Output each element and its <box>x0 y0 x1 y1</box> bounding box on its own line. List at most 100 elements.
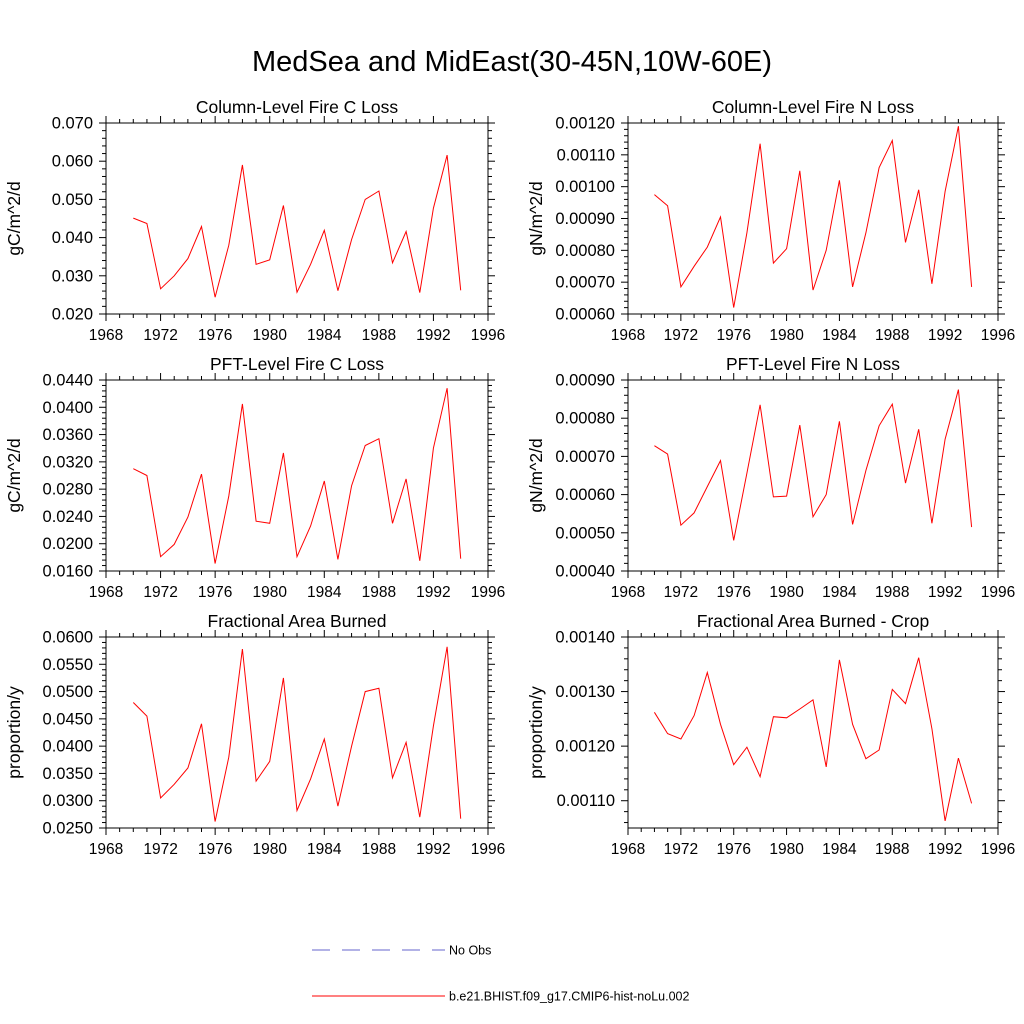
series-line <box>133 388 462 564</box>
y-tick-label: 0.00090 <box>555 210 615 228</box>
x-tick-label: 1976 <box>716 584 750 601</box>
y-tick-label: 0.050 <box>52 191 93 209</box>
y-tick-label: 0.0400 <box>43 738 93 756</box>
y-tick-label: 0.00090 <box>555 372 615 390</box>
panel-title: Column-Level Fire N Loss <box>712 97 915 117</box>
x-tick-label: 1980 <box>769 841 804 858</box>
x-tick-label: 1988 <box>362 327 396 344</box>
x-tick-label: 1996 <box>471 584 505 601</box>
x-tick-label: 1992 <box>416 584 450 601</box>
x-tick-label: 1992 <box>416 327 450 344</box>
y-tick-label: 0.0450 <box>43 710 93 728</box>
panels-group: 1968 1972 1976 1980 1984 1988 1992 1996 0.020 0.0… <box>4 97 1015 858</box>
y-tick-label: 0.00110 <box>557 792 615 810</box>
y-tick-label: 0.00140 <box>555 629 615 647</box>
chart-panel-4: 1968 1972 1976 1980 1984 1988 1992 1996 0.00040 0… <box>526 354 1015 601</box>
x-tick-label: 1968 <box>89 327 123 344</box>
y-tick-label: 0.0240 <box>43 508 93 526</box>
x-tick-label: 1984 <box>307 584 342 601</box>
x-tick-label: 1972 <box>143 584 177 601</box>
chart-panel-3: 1968 1972 1976 1980 1984 1988 1992 1996 0.0160 0.… <box>4 354 505 601</box>
y-tick-label: 0.0600 <box>43 629 93 647</box>
x-tick-label: 1980 <box>252 841 287 858</box>
panel-title: Column-Level Fire C Loss <box>196 97 399 117</box>
series-line <box>653 657 973 822</box>
x-tick-label: 1996 <box>981 327 1015 344</box>
x-tick-label: 1968 <box>611 584 645 601</box>
panel-title: PFT-Level Fire N Loss <box>726 354 900 374</box>
y-tick-label: 0.00120 <box>555 115 615 133</box>
y-tick-label: 0.0280 <box>43 481 93 499</box>
x-tick-label: 1980 <box>252 584 287 601</box>
chart-panel-5: 1968 1972 1976 1980 1984 1988 1992 1996 0.0250 0.… <box>4 611 505 858</box>
series-line <box>654 389 973 541</box>
x-tick-label: 1972 <box>143 327 177 344</box>
x-tick-label: 1988 <box>362 841 396 858</box>
x-tick-label: 1968 <box>611 327 645 344</box>
x-tick-label: 1988 <box>362 584 396 601</box>
x-tick-label: 1976 <box>716 841 750 858</box>
x-tick-label: 1976 <box>198 841 232 858</box>
x-tick-label: 1996 <box>471 841 505 858</box>
plot-frame <box>105 636 489 829</box>
y-tick-label: 0.0250 <box>43 820 93 838</box>
x-tick-label: 1968 <box>89 584 123 601</box>
y-tick-label: 0.0320 <box>43 453 93 471</box>
y-tick-label: 0.00120 <box>555 738 615 756</box>
y-tick-label: 0.0500 <box>43 683 93 701</box>
y-tick-label: 0.0360 <box>43 426 93 444</box>
y-tick-label: 0.00080 <box>555 410 615 428</box>
y-tick-label: 0.0160 <box>43 563 93 581</box>
x-tick-label: 1972 <box>664 841 698 858</box>
x-tick-label: 1972 <box>664 584 698 601</box>
x-tick-label: 1996 <box>981 841 1015 858</box>
plot-frame <box>627 122 999 315</box>
x-tick-label: 1996 <box>471 327 505 344</box>
legend-label-no-obs: No Obs <box>449 944 491 958</box>
chart-panel-2: 1968 1972 1976 1980 1984 1988 1992 1996 0.00060 0… <box>526 97 1015 344</box>
y-tick-label: 0.00130 <box>555 683 615 701</box>
x-tick-label: 1984 <box>822 841 857 858</box>
x-tick-label: 1984 <box>822 327 857 344</box>
y-tick-label: 0.00040 <box>555 563 615 581</box>
x-tick-label: 1996 <box>981 584 1015 601</box>
y-axis-label: gN/m^2/d <box>526 181 546 255</box>
y-tick-label: 0.00080 <box>555 242 615 260</box>
x-tick-label: 1988 <box>875 327 909 344</box>
chart-panel-1: 1968 1972 1976 1980 1984 1988 1992 1996 0.020 0.0… <box>4 97 505 344</box>
x-tick-label: 1984 <box>822 584 857 601</box>
y-tick-label: 0.070 <box>52 115 93 133</box>
y-tick-label: 0.0400 <box>43 399 93 417</box>
plot-frame <box>105 379 489 572</box>
x-tick-label: 1984 <box>307 841 342 858</box>
x-tick-label: 1992 <box>928 327 962 344</box>
y-tick-label: 0.0550 <box>43 656 93 674</box>
x-tick-label: 1968 <box>89 841 123 858</box>
y-tick-label: 0.00110 <box>557 146 615 164</box>
chart-panel-6: 1968 1972 1976 1980 1984 1988 1992 1996 0.00110 0… <box>526 611 1015 858</box>
y-tick-label: 0.00100 <box>555 178 615 196</box>
x-tick-label: 1980 <box>252 327 287 344</box>
x-tick-label: 1984 <box>307 327 342 344</box>
x-tick-label: 1972 <box>143 841 177 858</box>
y-axis-label: gN/m^2/d <box>526 438 546 512</box>
panel-title: PFT-Level Fire C Loss <box>210 354 384 374</box>
panel-title: Fractional Area Burned - Crop <box>697 611 929 631</box>
y-tick-label: 0.060 <box>52 153 93 171</box>
plot-frame <box>105 122 489 315</box>
y-axis-label: proportion/y <box>4 686 24 779</box>
legend: No Obs b.e21.BHIST.f09_g17.CMIP6-hist-no… <box>312 944 689 1004</box>
y-tick-label: 0.0200 <box>43 535 93 553</box>
panel-title: Fractional Area Burned <box>208 611 387 631</box>
y-tick-label: 0.040 <box>52 229 93 247</box>
x-tick-label: 1968 <box>611 841 645 858</box>
y-axis-label: gC/m^2/d <box>4 438 24 512</box>
figure-title: MedSea and MidEast(30-45N,10W-60E) <box>251 46 773 78</box>
x-tick-label: 1988 <box>875 584 909 601</box>
y-tick-label: 0.00070 <box>555 274 615 292</box>
series-line <box>654 126 973 308</box>
plot-frame <box>627 379 999 572</box>
y-tick-label: 0.030 <box>52 267 93 285</box>
y-tick-label: 0.00070 <box>555 448 615 466</box>
